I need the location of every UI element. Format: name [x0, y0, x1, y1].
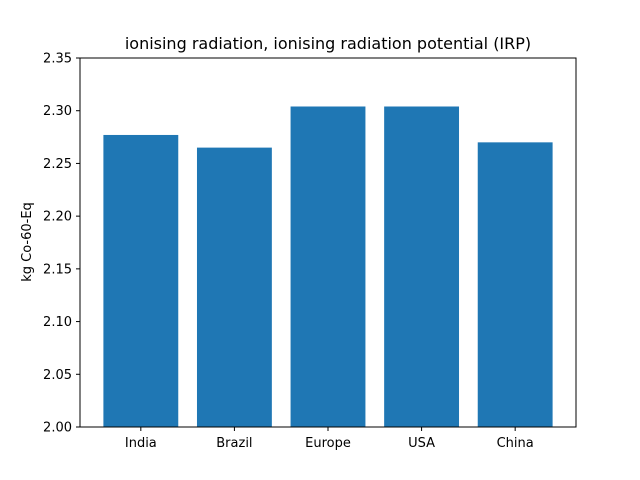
bar-usa [384, 106, 460, 428]
bar-europe [290, 106, 366, 428]
plot-frame [79, 57, 577, 428]
y-tick-label: 2.05 [43, 368, 72, 383]
x-tick-label: USA [408, 436, 435, 451]
y-tick-label: 2.35 [43, 52, 72, 67]
x-tick-label: Europe [305, 436, 351, 451]
x-tick-label: India [125, 436, 157, 451]
chart-title: ionising radiation, ionising radiation p… [125, 34, 531, 53]
y-tick-label: 2.25 [43, 157, 72, 172]
x-tick-label: Brazil [216, 436, 252, 451]
y-tick-label: 2.30 [43, 104, 72, 119]
bars-group [103, 106, 553, 428]
x-tick-label: China [497, 436, 534, 451]
y-tick-label: 2.15 [43, 262, 72, 277]
y-tick-label: 2.10 [43, 315, 72, 330]
y-axis-label: kg Co-60-Eq [20, 202, 35, 282]
bar-china [477, 142, 553, 428]
y-tick-label: 2.00 [43, 421, 72, 436]
x-axis-ticks: India Brazil Europe USA China [125, 427, 534, 451]
bar-india [103, 134, 179, 427]
y-axis-ticks: 2.00 2.05 2.10 2.15 2.20 2.25 2.30 2.35 [43, 52, 80, 436]
y-tick-label: 2.20 [43, 210, 72, 225]
bar-brazil [196, 147, 272, 427]
